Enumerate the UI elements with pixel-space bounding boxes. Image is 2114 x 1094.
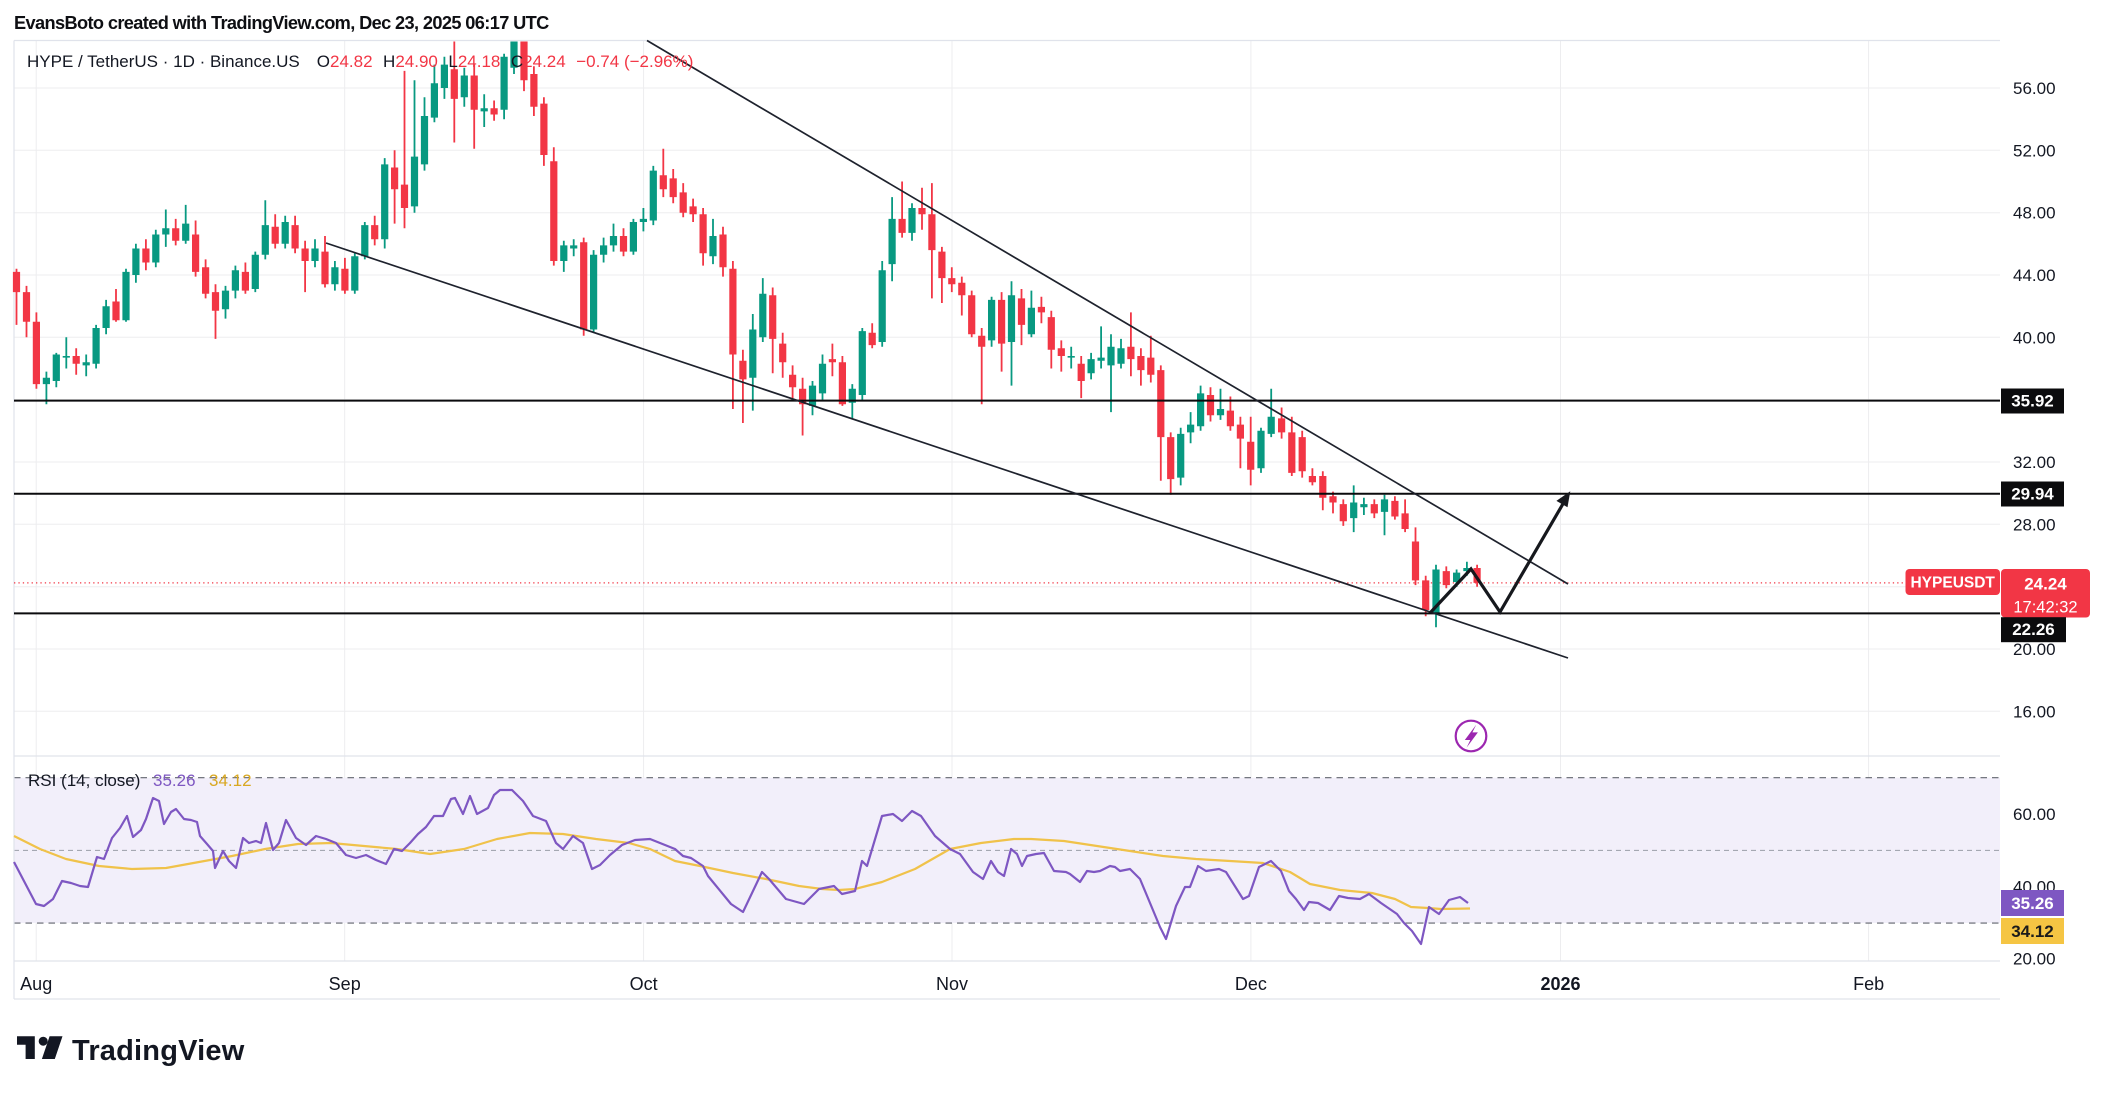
svg-text:Aug: Aug (20, 974, 52, 994)
svg-text:32.00: 32.00 (2013, 453, 2056, 472)
svg-text:Sep: Sep (329, 974, 361, 994)
svg-text:60.00: 60.00 (2013, 805, 2056, 824)
svg-text:EvansBoto created with Trading: EvansBoto created with TradingView.com, … (14, 13, 549, 33)
svg-text:28.00: 28.00 (2013, 515, 2056, 534)
svg-text:44.00: 44.00 (2013, 266, 2056, 285)
svg-text:29.94: 29.94 (2011, 485, 2054, 504)
svg-text:24.24: 24.24 (2024, 575, 2067, 594)
svg-text:56.00: 56.00 (2013, 79, 2056, 98)
svg-text:34.12: 34.12 (209, 771, 252, 790)
svg-text:48.00: 48.00 (2013, 204, 2056, 223)
svg-text:20.00: 20.00 (2013, 640, 2056, 659)
svg-text:TradingView: TradingView (72, 1035, 245, 1067)
svg-text:40.00: 40.00 (2013, 328, 2056, 347)
svg-text:34.12: 34.12 (2011, 922, 2054, 941)
svg-text:17:42:32: 17:42:32 (2013, 599, 2077, 617)
svg-text:HYPEUSDT: HYPEUSDT (1910, 575, 1995, 592)
svg-text:35.26: 35.26 (153, 771, 196, 790)
svg-text:20.00: 20.00 (2013, 949, 2056, 968)
svg-text:Oct: Oct (630, 974, 658, 994)
svg-text:16.00: 16.00 (2013, 702, 2056, 721)
svg-text:Dec: Dec (1235, 974, 1267, 994)
svg-text:RSI (14, close): RSI (14, close) (28, 771, 140, 790)
svg-text:35.92: 35.92 (2011, 392, 2054, 411)
svg-text:35.26: 35.26 (2011, 894, 2054, 913)
svg-text:2026: 2026 (1540, 974, 1580, 994)
svg-text:52.00: 52.00 (2013, 141, 2056, 160)
svg-text:Feb: Feb (1853, 974, 1884, 994)
svg-text:Nov: Nov (936, 974, 968, 994)
svg-text:22.26: 22.26 (2012, 620, 2055, 639)
svg-text:HYPE / TetherUS · 1D · Binance: HYPE / TetherUS · 1D · Binance.US O24.82 H… (27, 52, 693, 71)
